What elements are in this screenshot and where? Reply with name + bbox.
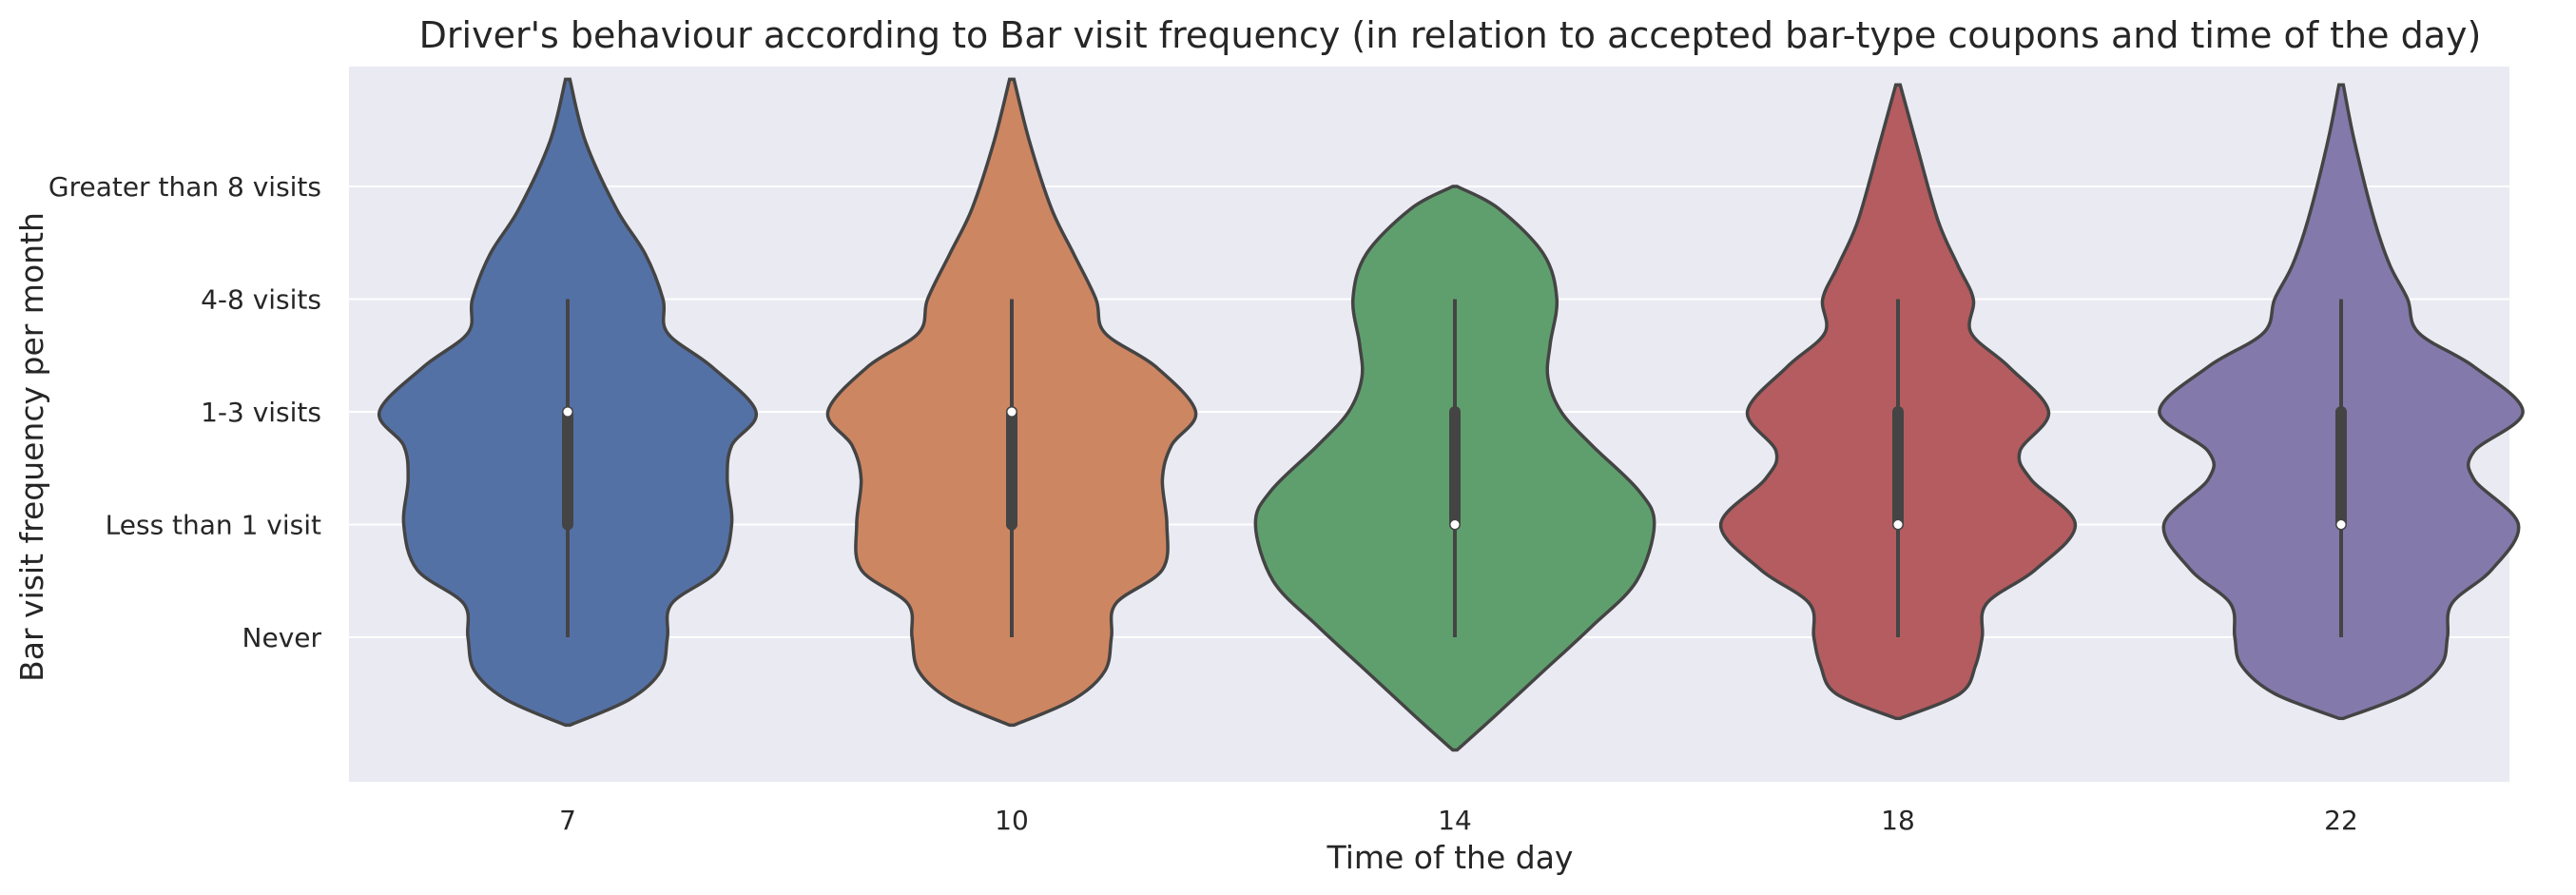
y-tick-labels: Never Less than 1 visit 1-3 visits 4-8 visi… [48, 171, 322, 653]
x-tick-label: 22 [2324, 805, 2358, 836]
y-tick-label: Greater than 8 visits [48, 171, 321, 203]
violin-18 [1718, 83, 2078, 721]
x-tick-label: 10 [995, 805, 1029, 836]
x-tick-label: 18 [1881, 805, 1915, 836]
y-tick-label: Less than 1 visit [106, 510, 321, 541]
median-marker [1450, 520, 1460, 529]
x-tick-labels: 7 10 14 18 22 [559, 805, 2358, 836]
violin-22 [2158, 83, 2525, 721]
median-marker [563, 407, 572, 417]
y-tick-label: 1-3 visits [201, 397, 321, 428]
x-axis-label: Time of the day [1327, 839, 1574, 876]
median-marker [1893, 520, 1903, 529]
median-marker [2336, 520, 2346, 529]
violin-10 [825, 77, 1198, 728]
chart-title: Driver's behaviour according to Bar visi… [419, 14, 2482, 56]
y-tick-label: Never [242, 622, 322, 653]
x-tick-label: 14 [1438, 805, 1472, 836]
violin-7 [378, 77, 758, 728]
y-axis-label: Bar visit frequency per month [13, 212, 50, 682]
x-tick-label: 7 [559, 805, 576, 836]
median-marker [1007, 407, 1017, 417]
violin-14 [1253, 185, 1656, 752]
y-tick-label: 4-8 visits [201, 284, 321, 316]
violins [378, 77, 2525, 752]
